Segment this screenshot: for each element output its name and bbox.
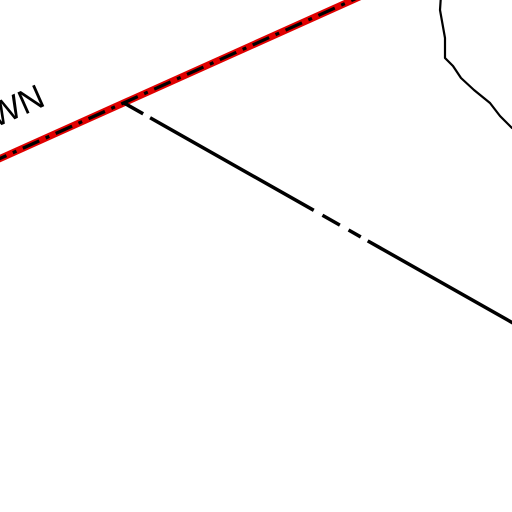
place-label: WN <box>0 78 50 136</box>
contour-path <box>438 0 512 130</box>
contour-line <box>438 0 512 130</box>
administrative-boundary <box>0 0 362 163</box>
boundary-dash-overlay <box>0 0 357 161</box>
secondary-boundary-line <box>123 101 512 325</box>
secondary-boundary <box>123 101 512 325</box>
